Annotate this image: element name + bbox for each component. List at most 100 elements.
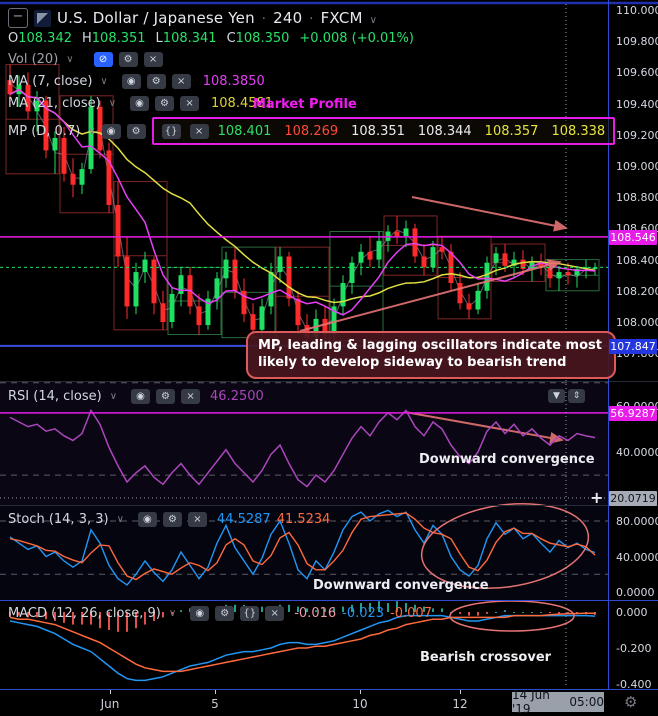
eye-off-icon[interactable]: ⊘: [93, 52, 113, 67]
stoch-k-value: 44.5287: [216, 512, 271, 527]
chevron-down-icon[interactable]: ∨: [369, 15, 378, 26]
ma21-indicator-label[interactable]: MA (21, close): [8, 96, 101, 111]
source-code-icon[interactable]: {}: [161, 123, 181, 139]
macd-note: Bearish crossover: [420, 650, 552, 665]
low-label: L: [155, 31, 163, 46]
axis-tick-label: 80.0000: [616, 515, 658, 528]
mp-values: 108.401 108.269 108.351 108.344 108.357 108.3…: [218, 124, 606, 139]
crosshair-plus-icon: +: [590, 488, 604, 507]
interval-value: 240: [273, 9, 303, 27]
axis-tick-label: -0.400: [616, 678, 652, 691]
axis-tick-label: 110.000: [616, 4, 658, 17]
gear-icon[interactable]: ⚙: [162, 512, 182, 527]
crosshair-time-label: 14 Jun '19 05:00: [512, 688, 604, 716]
price-axis[interactable]: 108.546 107.847 56.9287 20.0719 110.000 1…: [608, 0, 658, 691]
gear-icon[interactable]: ⚙: [215, 606, 235, 621]
source-code-icon[interactable]: {}: [240, 606, 260, 621]
time-tick: [215, 690, 216, 694]
open-label: O: [8, 31, 19, 46]
axis-tick-label: 109.200: [616, 128, 658, 142]
price-level-label-blue: 107.847: [609, 339, 657, 354]
close-value: 108.350: [235, 31, 290, 46]
time-tick-label: 10: [352, 697, 368, 711]
time-tick: [360, 690, 361, 694]
close-icon[interactable]: ×: [180, 96, 200, 111]
eye-icon[interactable]: ◉: [190, 606, 210, 621]
stoch-indicator-label[interactable]: Stoch (14, 3, 3): [8, 512, 109, 527]
chevron-down-icon[interactable]: ∨: [66, 54, 74, 65]
axis-tick-label: 108.800: [616, 191, 658, 205]
rsi-value: 46.2500: [210, 389, 264, 404]
chevron-down-icon[interactable]: ∨: [88, 125, 96, 137]
symbol-name: U.S. Dollar / Japanese Yen: [57, 9, 255, 27]
analysis-note: MP, leading & lagging oscillators indica…: [246, 331, 616, 379]
chevron-down-icon[interactable]: ∨: [109, 391, 118, 402]
rsi-indicator-label[interactable]: RSI (14, close): [8, 389, 102, 404]
time-tick-label: Jun: [100, 697, 120, 711]
axis-tick-label: 108.200: [616, 284, 658, 298]
gear-icon[interactable]: ⚙: [118, 52, 138, 67]
time-tick: [110, 690, 111, 694]
close-icon[interactable]: ×: [265, 606, 285, 621]
volume-indicator-label[interactable]: Vol (20): [8, 52, 59, 67]
title-separator: ·: [261, 12, 267, 27]
mp-value: 108.344: [417, 123, 472, 139]
chevron-down-icon[interactable]: ∨: [108, 98, 117, 109]
collapse-panel-icon[interactable]: −: [8, 8, 28, 28]
market-profile-label: Market Profile: [253, 97, 357, 112]
pane-controls: ▼ ⇕: [548, 389, 585, 403]
axis-tick-label: 108.000: [616, 316, 658, 329]
time-axis[interactable]: 14 Jun '19 05:00 ⚙ Jun 5 10 12: [0, 688, 658, 716]
stoch-note: Downward convergence: [313, 578, 489, 593]
rsi-level-label: 56.9287: [609, 406, 657, 421]
chevron-down-icon[interactable]: ∨: [100, 76, 108, 87]
eye-icon[interactable]: ◉: [130, 96, 150, 111]
mp-value: 108.357: [484, 123, 539, 139]
gear-icon[interactable]: ⚙: [146, 74, 166, 89]
chevron-down-icon[interactable]: ∨: [116, 514, 124, 525]
open-value: 108.342: [18, 31, 72, 46]
axis-tick-label: 0.0000: [616, 586, 655, 599]
crosshair-date: 14 Jun '19: [512, 688, 550, 716]
axis-tick-label: 108.400: [616, 253, 658, 267]
close-icon[interactable]: ×: [187, 512, 207, 527]
axis-tick-label: 0.000: [616, 606, 648, 619]
time-tick: [460, 690, 461, 694]
ohlc-row: O108.342 H108.351 L108.341 C108.350 +0.0…: [8, 31, 414, 46]
chevron-down-icon[interactable]: ∨: [168, 608, 177, 619]
mp-value: 108.401: [217, 123, 272, 139]
eye-icon[interactable]: ◉: [101, 123, 121, 139]
symbol-title[interactable]: U.S. Dollar / Japanese Yen · 240 · FXCM …: [57, 9, 377, 27]
crosshair-price-label: 20.0719: [609, 491, 657, 506]
market-profile-values-box: {} × 108.401 108.269 108.351 108.344 108.357…: [151, 117, 616, 145]
ma7-indicator-label[interactable]: MA (7, close): [8, 74, 93, 89]
gear-icon[interactable]: ⚙: [155, 96, 175, 111]
axis-tick-label: 109.000: [616, 160, 658, 173]
time-settings-gear-icon[interactable]: ⚙: [624, 693, 638, 711]
eye-icon[interactable]: ◉: [137, 512, 157, 527]
high-value: 108.351: [91, 31, 146, 46]
exchange-name: FXCM: [320, 9, 363, 27]
macd-line-value: -0.023: [342, 606, 385, 621]
macd-indicator-label[interactable]: MACD (12, 26, close, 9): [8, 606, 161, 621]
close-icon[interactable]: ×: [189, 123, 209, 139]
macd-signal-value: -0.007: [390, 606, 432, 621]
eye-icon[interactable]: ◉: [131, 389, 151, 404]
close-icon[interactable]: ×: [181, 389, 201, 404]
axis-tick-label: -0.200: [616, 642, 652, 655]
mp-value: 108.338: [551, 123, 606, 139]
close-icon[interactable]: ×: [171, 74, 191, 89]
close-icon[interactable]: ×: [143, 52, 163, 67]
time-tick-label: 5: [211, 697, 219, 711]
resize-pane-icon[interactable]: ⇕: [568, 389, 585, 403]
collapse-pane-icon[interactable]: ▼: [548, 389, 565, 403]
mp-indicator-label[interactable]: MP (D, 0.7): [8, 123, 81, 139]
low-value: 108.341: [162, 31, 217, 46]
rsi-note: Downward convergence: [419, 452, 595, 467]
ma7-value: 108.3850: [202, 74, 265, 89]
gear-icon[interactable]: ⚙: [126, 123, 146, 139]
gear-icon[interactable]: ⚙: [156, 389, 176, 404]
stoch-d-value: 41.5234: [276, 512, 331, 527]
eye-icon[interactable]: ◉: [121, 74, 141, 89]
